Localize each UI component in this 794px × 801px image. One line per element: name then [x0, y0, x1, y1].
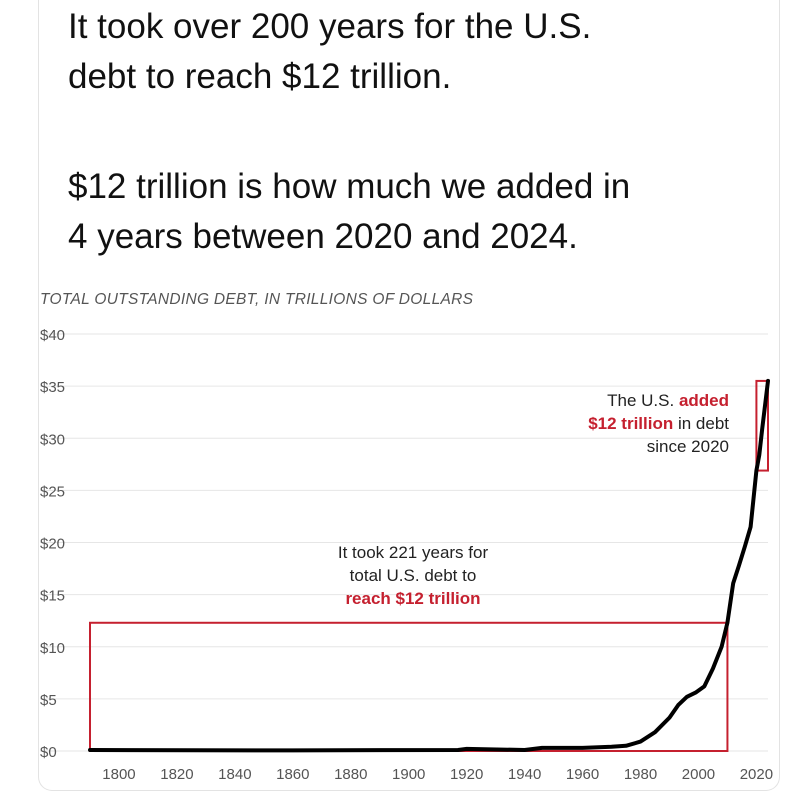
x-tick-label: 1980	[624, 766, 657, 783]
y-tick-label: $5	[40, 692, 57, 709]
post-line: It took over 200 years for the U.S.	[68, 7, 592, 46]
debt-series-line	[88, 378, 770, 753]
x-tick-label: 1900	[392, 766, 425, 783]
recent-annotation-text: The U.S.	[607, 391, 679, 410]
x-tick-label: 1960	[566, 766, 599, 783]
y-tick-label: $40	[40, 327, 65, 344]
recent-annotation-line-2: $12 trillion in debt	[588, 414, 729, 433]
early-highlight-box	[89, 621, 729, 753]
post-line: debt to reach $12 trillion.	[68, 57, 452, 96]
x-tick-label: 2000	[682, 766, 715, 783]
x-tick-label: 1860	[276, 766, 309, 783]
x-tick-label: 1820	[160, 766, 193, 783]
x-tick-label: 1800	[102, 766, 135, 783]
y-tick-label: $15	[40, 588, 65, 605]
recent-annotation: The U.S. added $12 trillion in debt sinc…	[588, 391, 729, 456]
x-tick-label: 1920	[450, 766, 483, 783]
post-line: 4 years between 2020 and 2024.	[68, 217, 578, 256]
post-card	[38, 0, 780, 791]
x-tick-label: 1840	[218, 766, 251, 783]
y-tick-label: $35	[40, 379, 65, 396]
post-paragraph-1: It took over 200 years for the U.S. debt…	[68, 2, 768, 102]
y-tick-label: $30	[40, 431, 65, 448]
post-line: $12 trillion is how much we added in	[68, 167, 631, 206]
recent-annotation-highlight: added	[679, 391, 729, 410]
x-tick-label: 1940	[508, 766, 541, 783]
early-annotation-line: It took 221 years for	[338, 543, 489, 562]
chart-title: TOTAL OUTSTANDING DEBT, IN TRILLIONS OF …	[40, 291, 474, 308]
y-tick-label: $20	[40, 536, 65, 553]
series-layer	[88, 378, 770, 753]
recent-highlight-box	[755, 379, 770, 472]
y-tick-label: $25	[40, 483, 65, 500]
recent-annotation-line-1: The U.S. added	[607, 391, 729, 410]
y-tick-label: $10	[40, 640, 65, 657]
recent-annotation-line-3: since 2020	[647, 437, 729, 456]
x-axis-ticks: 1800 1820 1840 1860 1880 1900 1920 1940 1960 1980…	[102, 766, 773, 783]
post-paragraph-2: $12 trillion is how much we added in 4 y…	[68, 162, 768, 262]
early-annotation: It took 221 years for total U.S. debt to…	[338, 543, 489, 608]
y-axis-ticks: $0 $5 $10 $15 $20 $25 $30 $35 $40	[40, 327, 65, 761]
y-tick-label: $0	[40, 744, 57, 761]
early-annotation-line: total U.S. debt to	[350, 566, 477, 585]
recent-annotation-text: in debt	[673, 414, 729, 433]
x-tick-label: 2020	[740, 766, 773, 783]
early-annotation-highlight: reach $12 trillion	[345, 589, 480, 608]
x-tick-label: 1880	[334, 766, 367, 783]
recent-annotation-highlight: $12 trillion	[588, 414, 673, 433]
